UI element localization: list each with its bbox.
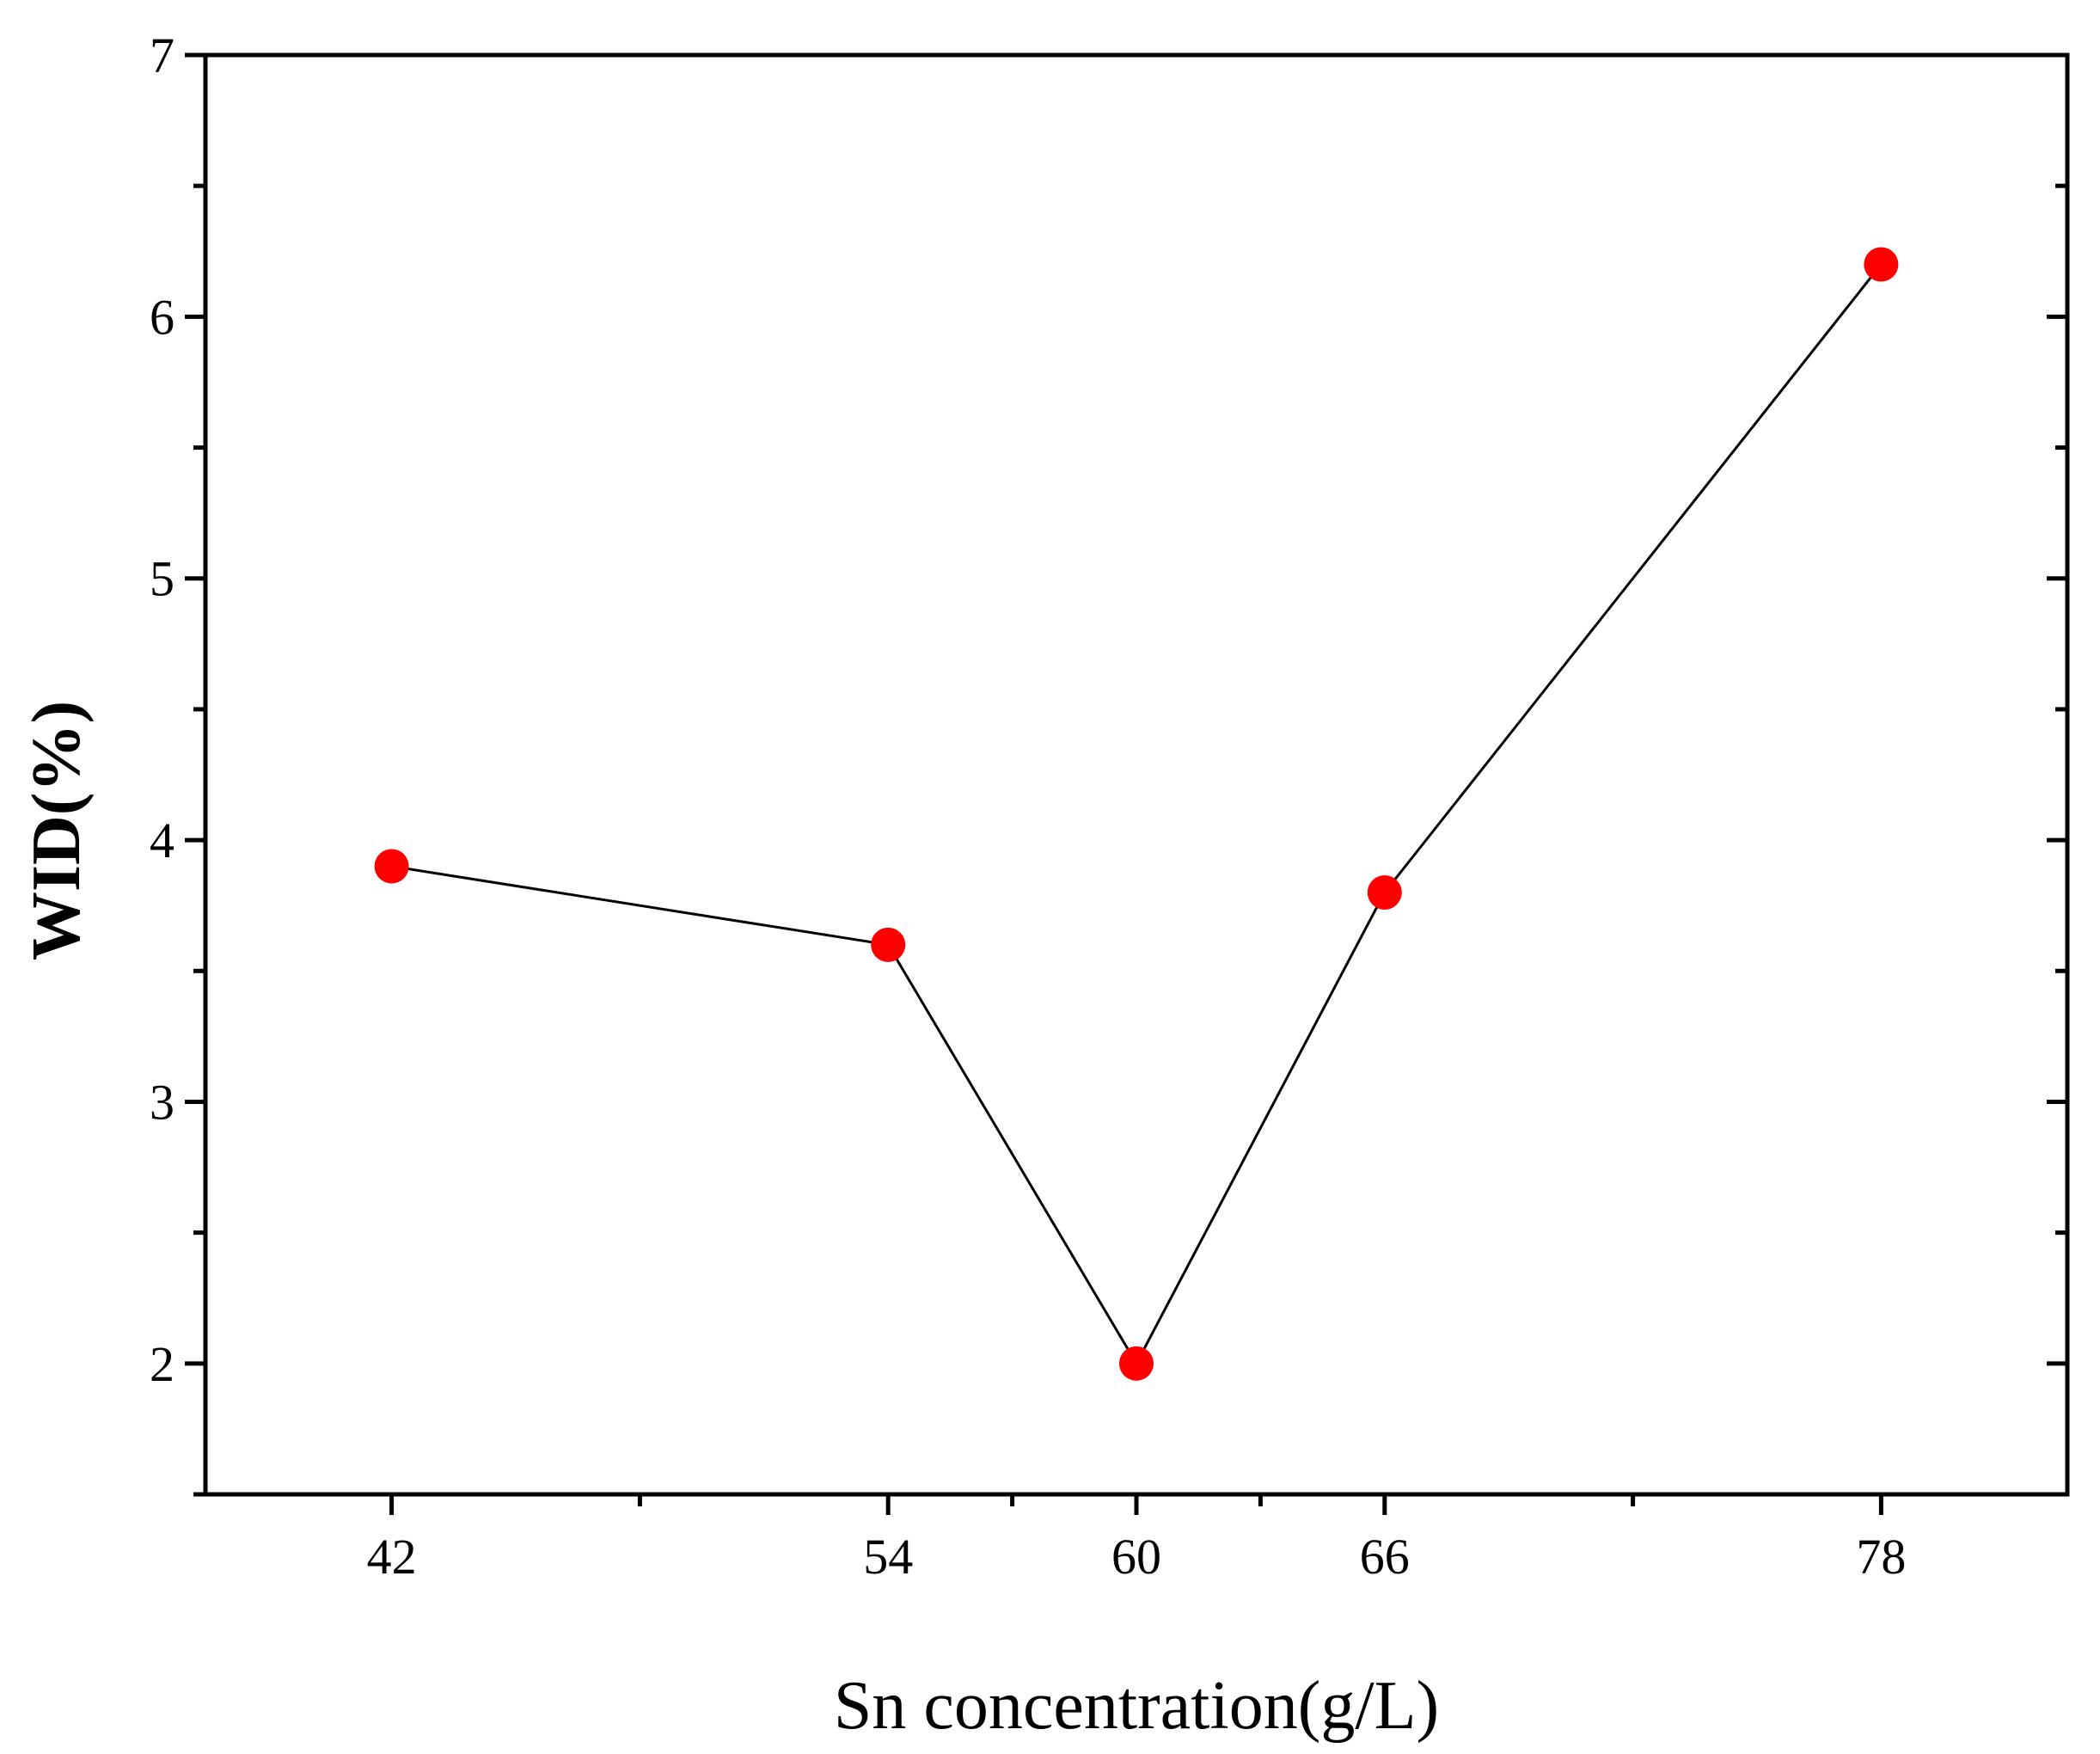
series-line [391, 263, 1883, 1366]
y-tick-label: 5 [150, 551, 174, 607]
tick-marks [185, 52, 2067, 1515]
data-point [1864, 247, 1899, 282]
x-tick-label: 54 [863, 1529, 913, 1585]
y-tick-label: 6 [150, 289, 174, 345]
x-tick-label: 42 [367, 1529, 417, 1585]
data-point [871, 927, 906, 962]
data-point [1119, 1346, 1154, 1381]
y-axis-title: WID(%) [19, 701, 95, 960]
plot-frame [203, 52, 2070, 1497]
x-axis-title: Sn concentration(g/L) [834, 1668, 1439, 1744]
x-tick-label: 66 [1360, 1529, 1410, 1585]
x-tick-label: 78 [1856, 1529, 1906, 1585]
data-point [374, 849, 409, 884]
y-tick-label: 3 [150, 1074, 174, 1130]
x-tick-label: 60 [1111, 1529, 1161, 1585]
tick-labels: 42 54 60 66 78 2 3 4 5 6 7 [150, 28, 1906, 1585]
y-tick-label: 4 [150, 813, 174, 868]
data-point [1367, 874, 1402, 910]
y-tick-label: 2 [150, 1336, 174, 1392]
y-tick-label: 7 [150, 28, 174, 83]
data-series [374, 247, 1899, 1381]
